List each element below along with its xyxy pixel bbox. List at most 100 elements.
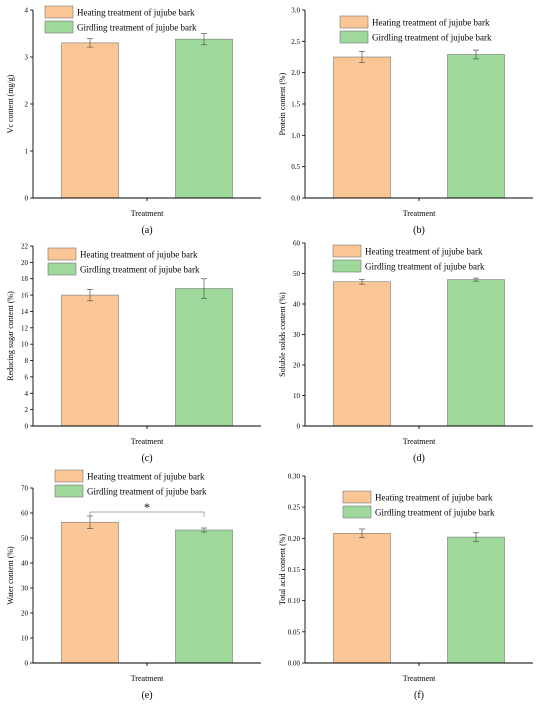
y-tick-label: 0.15 (288, 566, 301, 574)
panel-label: (b) (413, 225, 425, 236)
legend: Heating treatment of jujube bark Girdling… (44, 5, 197, 34)
error-bar (87, 289, 93, 302)
y-tick-label: 6 (25, 373, 29, 381)
legend-swatch-heating (332, 244, 362, 258)
y-axis-title: Protein content (%) (278, 72, 287, 135)
legend-label: Girdling treatment of jujube bark (87, 487, 207, 497)
error-bar (87, 38, 93, 48)
y-tick-label: 2.0 (291, 69, 300, 77)
y-tick-label: 0 (25, 423, 29, 431)
legend: Heating treatment of jujube bark Girdling… (339, 15, 492, 44)
error-bar (201, 527, 207, 533)
error-bar (473, 277, 479, 282)
x-axis-title: Treatment (131, 209, 164, 218)
chart-panel-4: 0 10 20 30 40 50 60 Treatment Soluble solids con… (278, 240, 533, 464)
y-tick-label: 0 (25, 195, 29, 203)
bar-girdling (447, 54, 505, 199)
y-axis-title: Soluble solids content (%) (278, 292, 287, 377)
legend-swatch-heating (339, 15, 369, 29)
y-tick-label: 0.05 (288, 628, 301, 636)
x-axis-title: Treatment (131, 437, 164, 446)
y-tick-label: 4 (25, 390, 29, 398)
y-tick-label: 14 (21, 308, 29, 316)
chart-panel-3: 0 2 4 6 8 10 12 14 16 18 20 22 Treatment Reducing sug… (6, 243, 261, 464)
y-tick-label: 3.0 (291, 7, 300, 15)
legend: Heating treatment of jujube bark Girdling… (342, 490, 495, 519)
panel-label: (a) (141, 225, 152, 236)
y-axis-title: Total acid content (%) (278, 534, 287, 606)
chart-panel-1: 0 1 2 3 4 Treatment Vc content (mg/g) (a) Heatin… (6, 5, 261, 236)
error-bar (201, 278, 207, 299)
legend-label: Girdling treatment of jujube bark (77, 23, 197, 33)
y-tick-label: 22 (21, 243, 29, 251)
bar-girdling (447, 536, 505, 664)
error-bar (359, 528, 365, 539)
chart-panel-6: 0.00 0.05 0.10 0.15 0.20 0.25 0.30 Treatment Tot… (278, 473, 533, 701)
legend-label: Heating treatment of jujube bark (372, 18, 490, 28)
y-tick-label: 10 (21, 635, 29, 643)
legend-swatch-heating (342, 490, 372, 504)
y-tick-label: 0.25 (288, 504, 301, 512)
y-tick-label: 30 (293, 331, 301, 339)
bar-heating (333, 56, 391, 199)
y-tick-label: 40 (21, 560, 29, 568)
legend-swatch-girdling (44, 20, 74, 34)
y-tick-label: 50 (293, 270, 301, 278)
x-axis-title: Treatment (403, 437, 436, 446)
y-tick-label: 10 (21, 341, 29, 349)
error-bar (359, 278, 365, 285)
bar-heating (61, 42, 119, 199)
bar-girdling (447, 279, 505, 427)
bar-heating (333, 533, 391, 664)
y-tick-label: 2 (25, 406, 29, 414)
chart-panel-2: 0.0 0.5 1.0 1.5 2.0 2.5 3.0 Treatment Protein co… (278, 7, 533, 236)
y-tick-label: 70 (21, 485, 29, 493)
bar-girdling (175, 288, 233, 427)
legend-swatch-girdling (332, 259, 362, 273)
y-tick-label: 60 (293, 240, 301, 248)
legend-label: Girdling treatment of jujube bark (365, 262, 485, 272)
y-tick-label: 10 (293, 392, 301, 400)
y-tick-label: 0 (297, 423, 301, 431)
significance-bracket (89, 511, 205, 517)
panel-label: (c) (141, 453, 152, 464)
legend-label: Heating treatment of jujube bark (365, 247, 483, 257)
legend-swatch-heating (54, 469, 84, 483)
legend-swatch-girdling (339, 30, 369, 44)
y-tick-label: 0 (25, 660, 29, 668)
y-tick-label: 0.5 (291, 163, 300, 171)
panel-label: (e) (141, 690, 152, 701)
y-tick-label: 16 (21, 292, 29, 300)
legend-swatch-girdling (47, 262, 77, 276)
legend-swatch-girdling (342, 505, 372, 519)
y-axis-title: Vc content (mg/g) (6, 74, 15, 133)
legend: Heating treatment of jujube bark Girdling… (332, 244, 485, 273)
legend-label: Heating treatment of jujube bark (375, 493, 493, 503)
y-tick-label: 1.0 (291, 132, 300, 140)
x-axis-title: Treatment (403, 674, 436, 683)
bar-girdling (175, 38, 233, 199)
panel-label: (d) (413, 453, 425, 464)
y-tick-label: 40 (293, 301, 301, 309)
y-tick-label: 20 (21, 259, 29, 267)
y-tick-label: 0.0 (291, 195, 300, 203)
x-axis-title: Treatment (403, 209, 436, 218)
y-tick-label: 20 (293, 362, 301, 370)
y-axis-title: Reducing sugar content (%) (6, 291, 15, 381)
error-bar (473, 49, 479, 60)
error-bar (201, 33, 207, 46)
y-tick-label: 30 (21, 585, 29, 593)
y-tick-label: 1.5 (291, 101, 300, 109)
y-tick-label: 20 (21, 610, 29, 618)
y-tick-label: 2.5 (291, 38, 300, 46)
legend-swatch-girdling (54, 484, 84, 498)
error-bar (473, 532, 479, 542)
legend-swatch-heating (47, 247, 77, 261)
y-tick-label: 4 (25, 7, 29, 15)
y-tick-label: 0.20 (288, 535, 301, 543)
legend-label: Heating treatment of jujube bark (77, 8, 195, 18)
y-tick-label: 8 (25, 357, 29, 365)
y-tick-label: 0.30 (288, 473, 301, 481)
significance-marker: * (144, 500, 150, 514)
